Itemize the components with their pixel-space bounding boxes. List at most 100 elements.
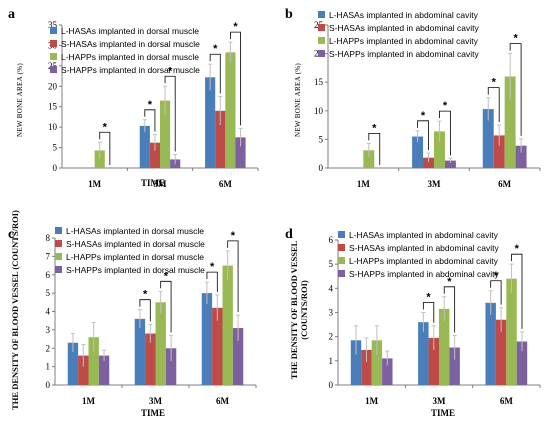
significance-marker: * [99, 121, 111, 165]
x-tick-label: 1M [82, 396, 96, 406]
significance-marker: * [368, 122, 381, 165]
significance-star: * [421, 110, 426, 122]
legend-swatch [55, 227, 62, 234]
significance-marker: * [439, 100, 451, 156]
significance-star: * [426, 292, 431, 304]
bar [201, 293, 213, 385]
y-tick-label: 0 [319, 163, 324, 173]
bar [67, 342, 79, 385]
y-tick-label: 6 [329, 235, 334, 245]
y-axis-label: THE DENSITY OF BLOOD VESSEL (COUNTS/ROI) [10, 210, 20, 410]
bar [482, 109, 494, 168]
y-tick-label: 25 [48, 61, 58, 71]
y-tick-label: 5 [46, 288, 51, 298]
bar [516, 341, 528, 385]
x-tick-label: 3M [154, 179, 168, 189]
y-tick-label: 1 [329, 356, 334, 366]
legend-label: S-HASAs implanted in abdominal cavity [329, 23, 480, 33]
significance-star: * [492, 77, 497, 89]
x-tick-label: 6M [219, 179, 233, 189]
legend-label: S-HASAs implanted in dorsal muscle [66, 239, 205, 249]
x-tick-label: 3M [428, 179, 442, 189]
x-axis-label: TIME [431, 408, 455, 418]
significance-star: * [168, 65, 173, 77]
x-axis-label: TIME [141, 178, 165, 188]
bar [155, 302, 166, 385]
y-tick-label: 8 [46, 233, 51, 243]
significance-star: * [231, 230, 236, 242]
bar [235, 137, 246, 168]
significance-marker: * [227, 230, 239, 313]
y-tick-label: 5 [319, 134, 324, 144]
y-axis-label-group: THE DENSITY OF BLOOD VESSEL (COUNTS/ROI) [10, 210, 20, 410]
y-tick-label: 0 [329, 380, 334, 390]
legend-label: L-HAPPs implanted in abdominal cavity [349, 256, 499, 266]
legend-swatch [338, 244, 345, 251]
significance-marker: * [206, 261, 218, 292]
significance-marker: * [487, 77, 500, 123]
bar [215, 110, 226, 168]
significance-star: * [210, 261, 215, 273]
y-tick-label: 15 [314, 77, 324, 87]
x-tick-label: 6M [498, 179, 512, 189]
bar [225, 52, 236, 169]
bar [165, 348, 177, 385]
y-tick-label: 3 [329, 308, 334, 318]
bar [160, 100, 171, 168]
legend-swatch [50, 66, 57, 73]
significance-marker: * [422, 292, 435, 323]
legend-swatch [50, 40, 57, 47]
significance-bracket [160, 280, 172, 333]
legend-swatch [338, 257, 345, 264]
significance-bracket [139, 299, 151, 322]
legend-swatch [50, 27, 57, 34]
significance-marker: * [229, 21, 241, 126]
significance-bracket [368, 133, 381, 165]
bar [139, 125, 150, 168]
legend-label: S-HAPPs implanted in abdominal cavity [329, 49, 480, 59]
y-tick-label: 35 [48, 20, 58, 30]
significance-bracket [511, 253, 523, 329]
y-tick-label: 15 [48, 102, 58, 112]
significance-star: * [164, 270, 169, 282]
significance-star: * [515, 243, 520, 255]
y-tick-label: 20 [48, 81, 58, 91]
bar [439, 308, 450, 385]
significance-bracket [229, 31, 241, 126]
legend-swatch [55, 240, 62, 247]
significance-bracket [206, 271, 218, 292]
bar [493, 135, 505, 168]
legend-swatch [318, 50, 325, 57]
significance-star: * [213, 43, 218, 55]
bar [350, 340, 362, 385]
legend-label: L-HASAs implanted in dorsal muscle [61, 26, 199, 36]
bar [485, 302, 496, 385]
bar [434, 131, 445, 168]
y-axis-label-line: (COUNTS/ROI) [299, 280, 309, 340]
legend-swatch [55, 253, 62, 260]
x-tick-label: 6M [216, 396, 230, 406]
chart-panel-c: c 0 1 2 3 4 5 6 7 8 1M 3M 6M * * * * TIME THE DENSITY OF B… [8, 210, 257, 418]
significance-marker: * [511, 243, 523, 329]
legend-label: L-HASAs implanted in dorsal muscle [66, 226, 204, 236]
significance-bracket [99, 131, 111, 165]
legend-swatch [55, 266, 62, 273]
legend-label: S-HAPPs implanted in dorsal muscle [61, 65, 200, 75]
y-tick-label: 5 [329, 259, 334, 269]
bar [504, 76, 516, 168]
legend-label: L-HAPPs implanted in abdominal cavity [329, 36, 479, 46]
x-tick-label: 6M [500, 396, 514, 406]
bar [449, 347, 460, 385]
bar [78, 355, 89, 385]
y-tick-label: 0 [46, 380, 51, 390]
y-tick-label: 2 [46, 343, 51, 353]
legend-swatch [318, 37, 325, 44]
legend-label: L-HAPPs implanted in dorsal muscle [61, 52, 199, 62]
y-tick-label: 10 [48, 122, 58, 132]
significance-star: * [103, 121, 108, 133]
y-axis-label: THE DENSITY OF BLOOD VESSEL(COUNTS/ROI) [289, 240, 309, 379]
bar [98, 355, 110, 385]
significance-bracket [490, 280, 502, 305]
bar [371, 340, 383, 385]
